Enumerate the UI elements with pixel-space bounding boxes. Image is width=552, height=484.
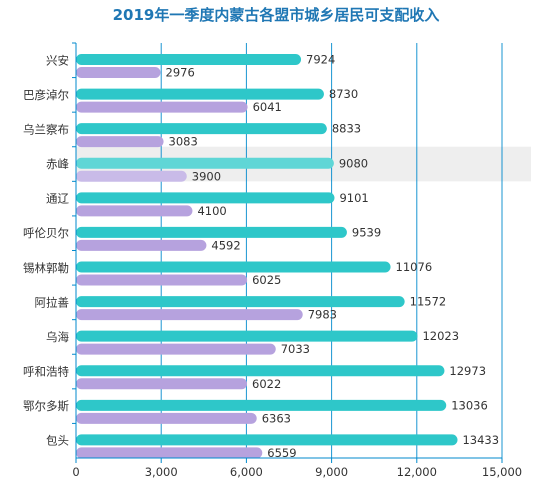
bar[interactable] [76, 261, 391, 273]
category-label: 乌兰察布 [23, 122, 69, 136]
bar[interactable] [76, 330, 418, 342]
category-label: 巴彦淖尔 [23, 88, 69, 102]
bar[interactable] [76, 399, 447, 411]
data-label: 6559 [267, 446, 296, 460]
category-label: 呼和浩特 [23, 365, 69, 379]
bar[interactable] [76, 447, 263, 459]
data-label: 13036 [451, 398, 488, 412]
bar[interactable] [76, 54, 302, 65]
data-label: 6363 [262, 411, 291, 425]
category-label: 赤峰 [46, 157, 69, 171]
category-label: 通辽 [46, 192, 69, 206]
category-label: 乌海 [46, 330, 69, 344]
data-label: 2976 [166, 66, 195, 80]
bar[interactable] [76, 205, 193, 217]
bar[interactable] [76, 136, 164, 148]
x-tick-label: 15,000 [482, 465, 522, 479]
data-label: 8730 [329, 87, 358, 101]
data-label: 7924 [306, 53, 335, 67]
bar[interactable] [76, 67, 161, 78]
bar[interactable] [76, 239, 207, 251]
data-label: 8833 [332, 122, 361, 136]
bar[interactable] [76, 296, 405, 308]
chart-title: 2019年一季度内蒙古各盟市城乡居民可支配收入 [112, 6, 440, 24]
data-label: 9080 [339, 156, 368, 170]
data-label: 12973 [449, 364, 486, 378]
bar[interactable] [76, 226, 347, 238]
data-label: 7983 [308, 308, 337, 322]
category-label: 包头 [46, 434, 69, 448]
data-label: 6041 [253, 100, 282, 114]
data-label: 4100 [197, 204, 226, 218]
data-label: 3083 [169, 135, 198, 149]
x-tick-label: 12,000 [397, 465, 437, 479]
x-tick-label: 3,000 [145, 465, 178, 479]
bar[interactable] [76, 365, 445, 377]
category-label: 锡林郭勒 [23, 261, 69, 275]
data-label: 12023 [422, 329, 459, 343]
data-label: 3900 [192, 169, 221, 183]
x-tick-label: 0 [72, 465, 79, 479]
bar[interactable] [76, 309, 303, 321]
data-label: 4592 [211, 238, 240, 252]
bar[interactable] [76, 123, 327, 135]
bar[interactable] [76, 274, 248, 286]
data-label: 6022 [252, 377, 281, 391]
bar[interactable] [76, 192, 335, 204]
bar[interactable] [76, 157, 334, 169]
data-label: 6025 [252, 273, 281, 287]
category-label: 鄂尔多斯 [23, 399, 69, 413]
category-label: 阿拉善 [35, 295, 70, 309]
category-label: 呼伦贝尔 [23, 226, 69, 240]
data-label: 9539 [352, 225, 381, 239]
data-label: 9101 [339, 191, 368, 205]
bar[interactable] [76, 378, 248, 390]
bar[interactable] [76, 434, 458, 446]
bar[interactable] [76, 412, 257, 424]
bar[interactable] [76, 343, 276, 355]
category-label: 兴安 [46, 53, 69, 67]
bar[interactable] [76, 88, 324, 100]
x-tick-label: 6,000 [230, 465, 263, 479]
data-label: 13433 [462, 433, 499, 447]
bar[interactable] [76, 170, 187, 182]
data-label: 11076 [396, 260, 433, 274]
bar[interactable] [76, 101, 248, 113]
data-label: 7033 [281, 342, 310, 356]
data-label: 11572 [410, 295, 447, 309]
x-tick-label: 9,000 [315, 465, 348, 479]
